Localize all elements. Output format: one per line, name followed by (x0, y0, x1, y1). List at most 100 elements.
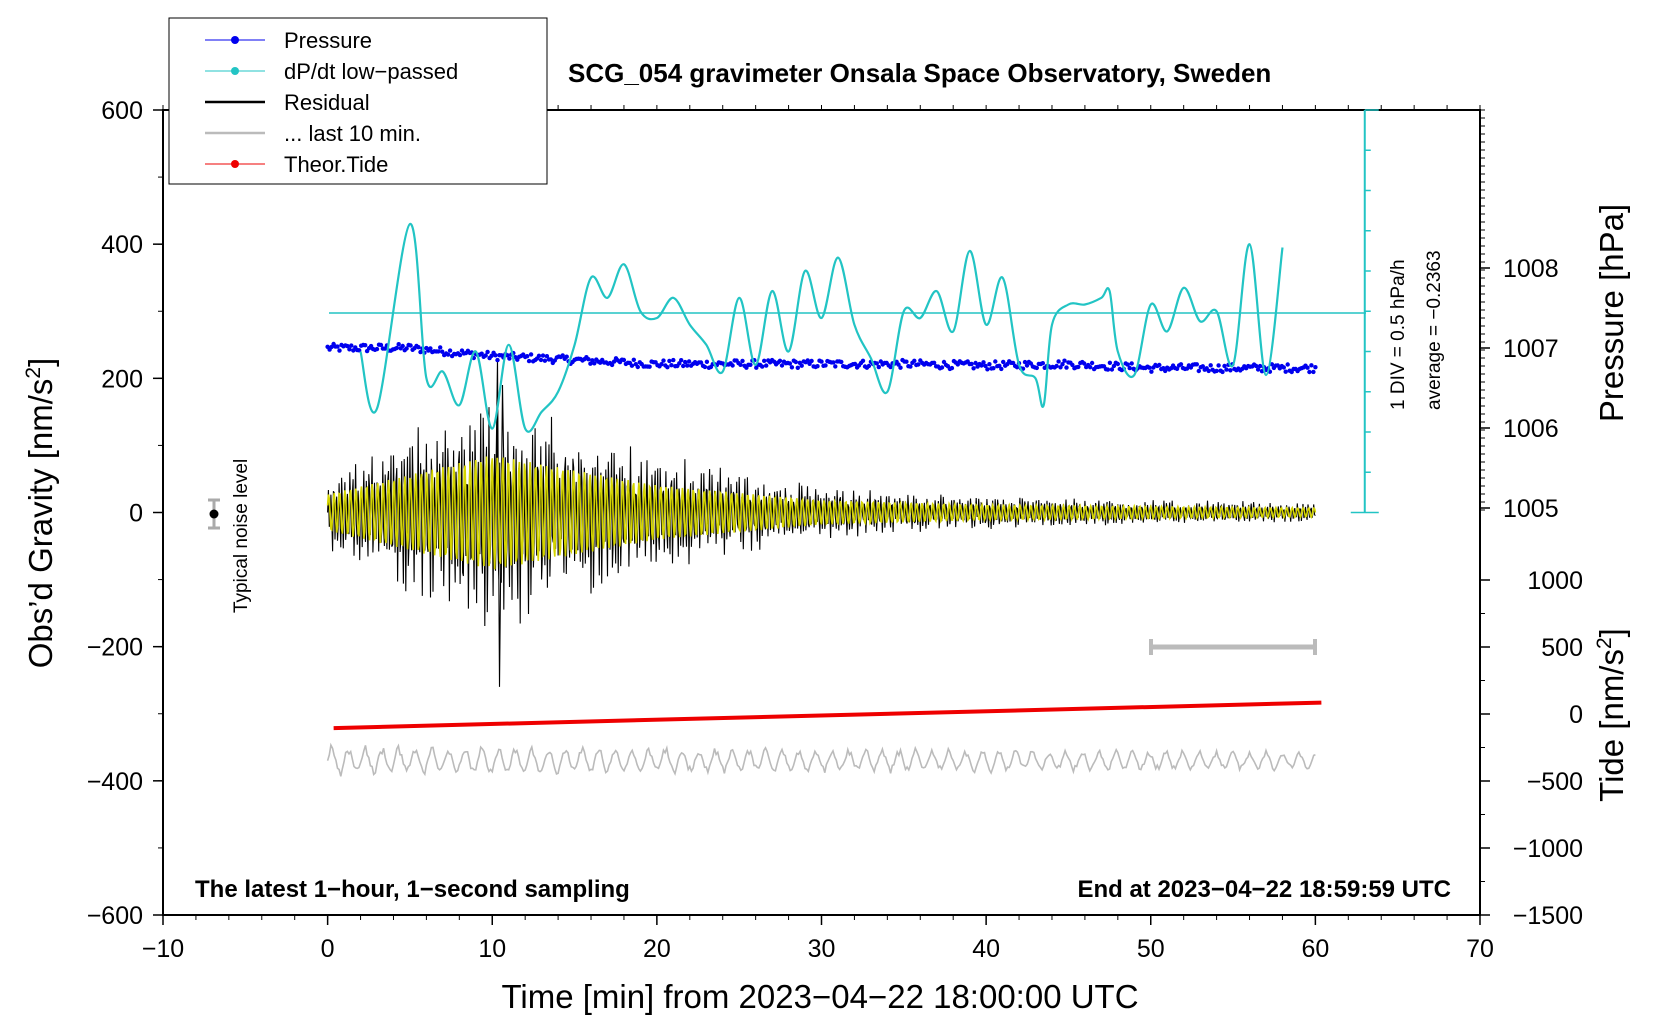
pressure-point (991, 366, 996, 371)
pressure-point (730, 363, 735, 368)
pressure-point (621, 357, 627, 363)
pressure-point (440, 349, 445, 354)
pressure-point (679, 358, 684, 363)
pressure-point (447, 348, 453, 353)
pressure-point (1062, 358, 1067, 363)
pressure-point (833, 364, 838, 369)
pressure-point (876, 364, 881, 370)
pressure-point (799, 363, 804, 368)
y-axis-label-tide: Tide [nm/s2] (1593, 628, 1630, 802)
x-tick-label: 70 (1466, 935, 1494, 963)
pressure-point (1208, 363, 1213, 368)
x-tick-label: −10 (142, 935, 184, 963)
pressure-point (418, 349, 423, 355)
pressure-point (1088, 365, 1093, 370)
pressure-point (702, 364, 708, 370)
pressure-point (981, 360, 986, 365)
pressure-point (1157, 362, 1162, 368)
pressure-point (540, 353, 546, 358)
pressure-point (1115, 361, 1121, 367)
pressure-point (400, 343, 405, 349)
pressure-point (1255, 367, 1261, 372)
tide-tick-label: −1500 (1513, 902, 1583, 930)
pressure-point (874, 361, 879, 366)
pressure-point (1105, 367, 1111, 372)
pressure-point (787, 361, 793, 366)
pressure-point (764, 363, 769, 368)
pressure-point (457, 352, 463, 358)
pressure-point (560, 353, 565, 358)
y-tick-label: 0 (129, 500, 143, 528)
tide-tick-label: −1000 (1513, 835, 1583, 863)
pressure-point (609, 362, 615, 368)
y-tick-label: 400 (101, 231, 143, 259)
pressure-point (1285, 362, 1290, 367)
pressure-point (1089, 360, 1095, 366)
pressure-point (1194, 362, 1200, 367)
pressure-point (528, 352, 534, 357)
pressure-point (823, 363, 828, 368)
pressure-point (1107, 360, 1113, 365)
pressure-point (1305, 365, 1310, 370)
pressure-point (374, 346, 380, 352)
x-tick-label: 20 (643, 935, 671, 963)
x-tick-label: 40 (972, 935, 1000, 963)
pressure-point (779, 363, 785, 368)
legend-marker (231, 160, 239, 168)
pressure-point (542, 358, 548, 363)
pressure-point (1040, 361, 1046, 366)
residual-filtered-line (326, 456, 1317, 570)
pressure-point (493, 353, 498, 358)
pressure-point (611, 359, 617, 364)
pressure-point (438, 345, 443, 350)
pressure-point (404, 346, 409, 351)
pressure-point (408, 343, 413, 348)
pressure-point (1307, 369, 1312, 375)
x-axis-label: Time [min] from 2023−04−22 18:00:00 UTC (501, 978, 1138, 1015)
pressure-point (987, 362, 992, 367)
pressure-point (1222, 363, 1227, 369)
pressure-point (1082, 361, 1087, 366)
pressure-point (363, 343, 368, 348)
pressure-point (931, 360, 937, 365)
tide-axis-ticks: 1000 500 0 −500 −1000 −1500 (1480, 567, 1583, 930)
pressure-point (337, 348, 342, 353)
pressure-point (777, 358, 783, 363)
pressure-point (396, 342, 401, 347)
pressure-point (485, 349, 490, 355)
ten-minute-bar (1149, 639, 1317, 655)
legend-marker (231, 67, 239, 75)
pressure-point (382, 346, 388, 351)
pressure-point (345, 343, 350, 349)
pressure-point (939, 365, 945, 370)
pressure-point (1214, 368, 1219, 374)
tide-tick-label: 0 (1569, 701, 1583, 729)
pressure-point (635, 364, 640, 370)
pressure-point (1259, 369, 1265, 374)
pressure-tick-label: 1005 (1503, 495, 1559, 523)
pressure-point (1070, 362, 1075, 368)
legend-label: ... last 10 min. (284, 121, 421, 146)
y-axis-label-pressure: Pressure [hPa] (1593, 204, 1630, 422)
pressure-point (1125, 362, 1130, 367)
tide-line (333, 700, 1322, 731)
pressure-point (866, 363, 872, 369)
last-10-min-line (326, 742, 1316, 777)
y-tick-label: −400 (87, 768, 143, 796)
pressure-point (1184, 366, 1190, 371)
pressure-point (548, 357, 554, 362)
pressure-point (1269, 362, 1275, 367)
pressure-point (1127, 365, 1132, 371)
pressure-point (1163, 368, 1168, 374)
pressure-point (357, 348, 362, 353)
chart-title: SCG_054 gravimeter Onsala Space Observat… (568, 58, 1271, 88)
pressure-point (748, 362, 753, 367)
pressure-point (1022, 359, 1028, 365)
pressure-point (969, 361, 974, 367)
pressure-point (795, 365, 800, 370)
pressure-point (698, 360, 704, 365)
pressure-point (667, 358, 672, 364)
pressure-point (536, 353, 542, 358)
pressure-point (1228, 368, 1233, 373)
pressure-point (831, 360, 836, 365)
